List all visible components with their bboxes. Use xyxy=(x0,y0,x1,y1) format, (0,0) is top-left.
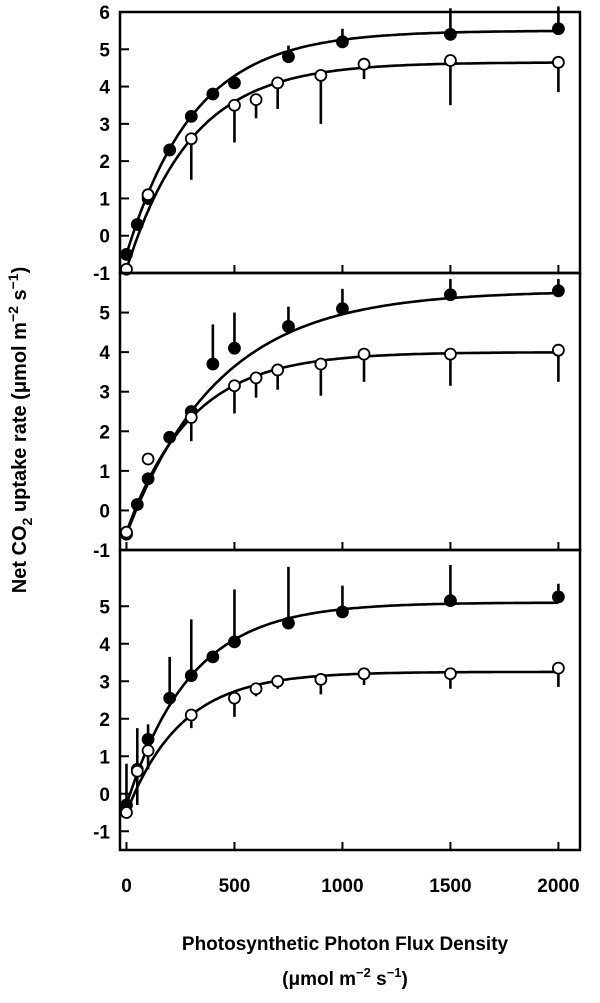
data-point-filled xyxy=(336,302,349,316)
y-tick-label: -1 xyxy=(93,822,110,843)
y-tick-label: 5 xyxy=(99,304,110,325)
data-point-filled xyxy=(552,284,565,298)
y-tick-label: 4 xyxy=(99,635,110,656)
data-point-open xyxy=(552,661,565,675)
data-point-filled xyxy=(141,732,155,746)
data-point-open xyxy=(249,93,263,107)
data-point-filled xyxy=(444,27,457,41)
fit-curve-open xyxy=(125,61,559,270)
data-point-open xyxy=(552,55,565,69)
data-point-filled xyxy=(336,605,349,619)
panel-bottom: -1 0 1 2 3 4 5 0 500 1000 1500 2000 xyxy=(93,548,582,897)
data-point-open xyxy=(357,57,371,71)
y-tick-label: 0 xyxy=(99,227,110,248)
data-point-open xyxy=(444,667,457,681)
data-point-open xyxy=(357,347,371,361)
data-point-filled xyxy=(163,143,177,157)
y-tick-label: 2 xyxy=(99,422,110,443)
panels-group: -1 0 1 2 3 4 5 6 -1 0 1 2 3 4 5 -1 0 1 2 3 4 5 0 500 1000 1500 200… xyxy=(93,3,582,897)
data-point-filled xyxy=(444,594,457,608)
data-point-filled xyxy=(206,650,220,664)
data-point-filled xyxy=(444,288,457,302)
y-tick-label: 1 xyxy=(99,189,110,210)
panel-middle: -1 0 1 2 3 4 5 xyxy=(93,271,582,562)
data-point-open xyxy=(271,76,285,90)
y-tick-label: 3 xyxy=(99,383,110,404)
y-tick-label: 3 xyxy=(99,115,110,136)
data-point-open xyxy=(228,379,241,393)
y-tick-label: -1 xyxy=(93,264,110,285)
data-point-filled xyxy=(552,22,565,36)
data-point-open xyxy=(444,54,457,67)
x-tick-label: 0 xyxy=(121,876,132,897)
y-tick-label: 1 xyxy=(99,747,110,768)
data-point-filled xyxy=(336,35,349,49)
data-point-open xyxy=(184,708,198,722)
fit-curve-open xyxy=(125,351,559,533)
data-point-open xyxy=(141,452,155,466)
data-point-open xyxy=(184,411,198,424)
data-point-open xyxy=(141,188,155,202)
data-point-filled xyxy=(206,357,220,371)
data-point-filled xyxy=(163,691,177,705)
y-tick-label: 2 xyxy=(99,710,110,731)
fit-curve-open xyxy=(125,670,559,813)
x-tick-label: 2000 xyxy=(537,876,579,897)
y-tick-label: 0 xyxy=(99,501,110,522)
y-tick-label: 5 xyxy=(99,40,110,61)
data-point-open xyxy=(314,672,328,686)
data-point-filled xyxy=(206,87,220,101)
data-point-open xyxy=(314,357,328,371)
y-axis-title: Net CO2 uptake rate (μmol m−2 s−1) xyxy=(5,267,35,594)
data-point-open xyxy=(552,343,565,357)
data-point-filled xyxy=(228,635,241,649)
data-point-open xyxy=(444,347,457,361)
data-point-open xyxy=(357,667,371,681)
y-tick-label: 3 xyxy=(99,672,110,693)
data-point-open xyxy=(314,68,328,82)
panel-frame xyxy=(118,548,582,852)
data-point-filled xyxy=(552,590,565,604)
x-axis-title-line1: Photosynthetic Photon Flux Density xyxy=(182,934,509,955)
data-point-filled xyxy=(282,320,295,333)
data-point-filled xyxy=(184,669,198,683)
y-tick-label: 6 xyxy=(99,3,110,24)
y-tick-label: 4 xyxy=(99,78,110,99)
data-point-open xyxy=(120,525,133,539)
data-point-open xyxy=(271,363,285,377)
y-tick-label: 5 xyxy=(99,597,110,618)
data-point-open xyxy=(141,744,155,758)
x-tick-label: 500 xyxy=(219,876,251,897)
x-tick-label: 1500 xyxy=(429,876,471,897)
data-point-open xyxy=(249,682,263,696)
data-point-open xyxy=(130,764,144,778)
y-tick-label: 2 xyxy=(99,152,110,173)
y-tick-label: 0 xyxy=(99,785,110,806)
x-axis-title-line2: (μmol m−2 s−1) xyxy=(282,965,408,990)
data-point-filled xyxy=(228,341,241,355)
panel-top: -1 0 1 2 3 4 5 6 xyxy=(93,3,582,285)
data-point-filled xyxy=(282,616,295,630)
data-point-filled xyxy=(282,50,295,64)
data-point-filled xyxy=(184,110,198,123)
data-point-open xyxy=(228,98,241,112)
data-point-open xyxy=(184,132,198,146)
y-tick-label: 4 xyxy=(99,343,110,364)
x-tick-label: 1000 xyxy=(321,876,363,897)
data-point-open xyxy=(271,674,285,688)
y-tick-label: 1 xyxy=(99,462,110,483)
y-tick-label: -1 xyxy=(93,541,110,562)
data-point-filled xyxy=(228,76,241,90)
data-point-open xyxy=(228,691,241,705)
data-point-open xyxy=(120,806,133,819)
data-point-open xyxy=(249,371,263,385)
